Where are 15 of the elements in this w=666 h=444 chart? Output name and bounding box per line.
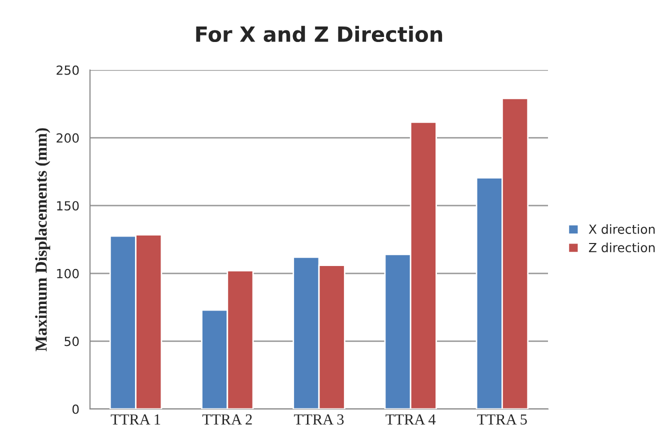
y-tick-label: 50 xyxy=(64,336,79,346)
x-tick-label: TTRA 5 xyxy=(477,414,527,425)
y-tick-label: 250 xyxy=(56,65,79,75)
y-tick-label: 150 xyxy=(57,201,79,211)
x-tick-label: TTRA 4 xyxy=(386,414,436,424)
x-tick-label: TTRA 1 xyxy=(110,414,160,424)
y-tick-label: 100 xyxy=(57,268,79,278)
x-tick-label: TTRA 3 xyxy=(294,414,344,425)
y-tick-label: 0 xyxy=(72,404,79,414)
legend-label: X direction xyxy=(588,224,655,234)
y-axis-title: Maximum Displacements (mm) xyxy=(35,128,50,352)
legend-label: Z direction xyxy=(588,242,655,252)
chart-title: For X and Z Direction xyxy=(196,26,442,42)
y-tick-label: 200 xyxy=(56,133,79,143)
x-tick-label: TTRA 2 xyxy=(202,414,252,424)
